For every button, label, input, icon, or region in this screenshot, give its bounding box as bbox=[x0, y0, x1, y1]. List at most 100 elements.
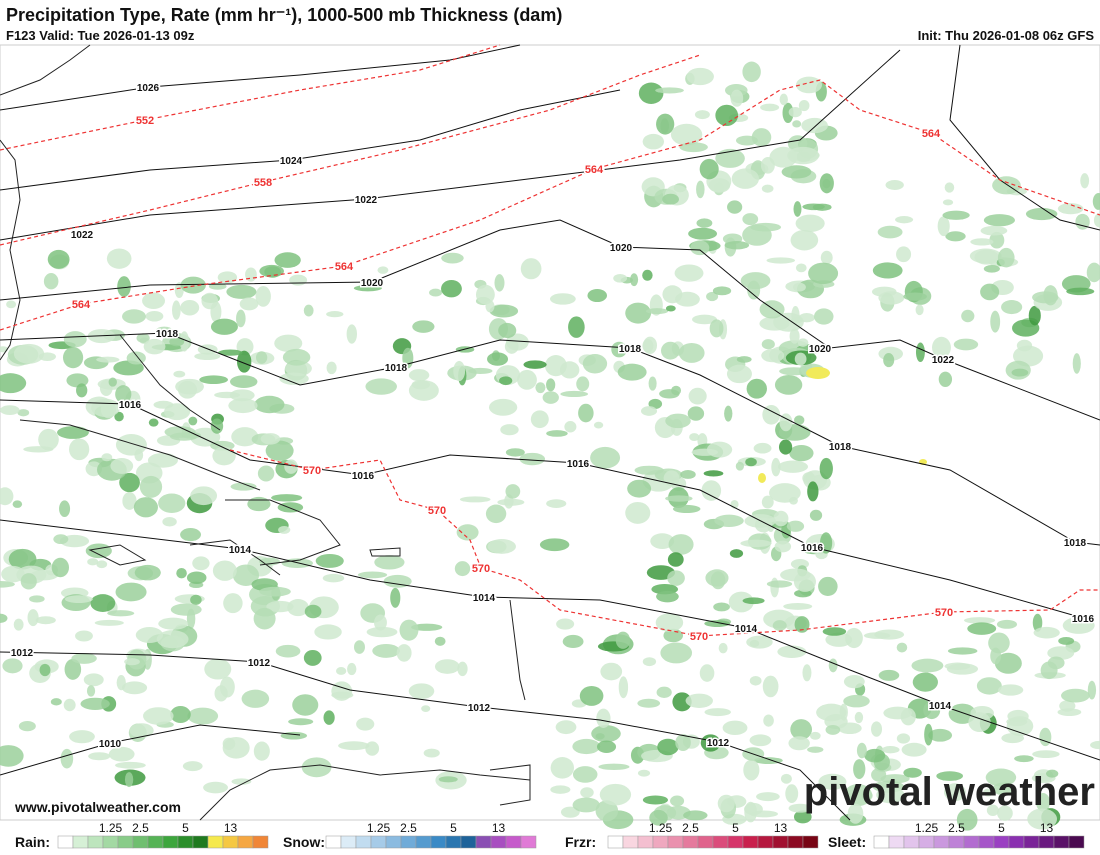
precip-cell bbox=[468, 367, 493, 375]
precip-cell bbox=[245, 267, 257, 282]
precip-cell bbox=[122, 309, 146, 324]
precip-cell bbox=[618, 676, 629, 699]
precip-cell bbox=[816, 703, 847, 722]
isobar-label: 1026 bbox=[137, 83, 160, 94]
precip-cell bbox=[667, 552, 684, 567]
precip-cell bbox=[456, 524, 479, 541]
precip-cell bbox=[0, 745, 24, 767]
precip-cell bbox=[937, 216, 950, 237]
precip-cell bbox=[560, 806, 580, 818]
isobar-label: 1022 bbox=[71, 230, 94, 241]
valid-time: F123 Valid: Tue 2026-01-13 09z bbox=[6, 28, 195, 43]
precip-cell bbox=[672, 504, 701, 514]
precip-cell bbox=[590, 446, 621, 469]
precip-cell bbox=[1016, 339, 1033, 352]
precip-cell bbox=[139, 475, 163, 498]
precip-cell bbox=[116, 674, 126, 691]
precip-cell bbox=[274, 252, 301, 268]
precip-cell bbox=[640, 406, 658, 416]
precip-cell bbox=[38, 428, 59, 451]
precip-cell bbox=[986, 804, 999, 817]
precip-cell bbox=[237, 350, 252, 373]
isobar-label: 1014 bbox=[735, 624, 758, 635]
precip-cell bbox=[1001, 300, 1023, 315]
precip-cell bbox=[133, 497, 158, 518]
precip-cell bbox=[0, 580, 15, 588]
precip-cell bbox=[80, 697, 110, 710]
precip-cell bbox=[596, 740, 617, 753]
precip-cell bbox=[115, 385, 132, 404]
precip-cell bbox=[820, 250, 833, 265]
precip-cell bbox=[1027, 808, 1058, 830]
legend-swatch bbox=[1023, 835, 1040, 849]
precip-cell bbox=[766, 257, 796, 264]
legend-tick-label: 5 bbox=[998, 821, 1005, 835]
precip-cell bbox=[357, 571, 388, 579]
precip-cell bbox=[932, 336, 951, 359]
precip-cell bbox=[147, 452, 178, 468]
precip-cell bbox=[731, 168, 760, 189]
isobar-label: 1012 bbox=[707, 738, 730, 749]
precip-cell bbox=[675, 291, 700, 307]
precip-cell bbox=[396, 644, 412, 662]
precip-cell bbox=[239, 297, 259, 311]
precip-cell bbox=[727, 200, 743, 214]
precip-cell bbox=[703, 470, 724, 477]
legend-swatch bbox=[1053, 835, 1070, 849]
precip-cell bbox=[779, 413, 793, 432]
precip-cell bbox=[680, 470, 696, 479]
precip-cell bbox=[625, 501, 651, 524]
precip-cell bbox=[278, 526, 291, 534]
precip-cell bbox=[685, 693, 713, 708]
precip-cell bbox=[257, 465, 275, 482]
precip-cell bbox=[143, 338, 166, 355]
precip-cell bbox=[506, 333, 529, 351]
legend-swatch bbox=[772, 835, 789, 849]
precip-cell bbox=[796, 76, 823, 94]
legend-swatch bbox=[978, 835, 995, 849]
isobar-label: 1016 bbox=[567, 459, 590, 470]
legend-tick-label: 5 bbox=[450, 821, 457, 835]
precip-cell bbox=[903, 292, 927, 301]
precip-cell bbox=[992, 176, 1021, 195]
isobar bbox=[0, 724, 301, 776]
precip-cell bbox=[772, 620, 787, 631]
precip-cell bbox=[572, 738, 601, 755]
precip-cell bbox=[691, 448, 719, 456]
precip-cell bbox=[190, 594, 202, 605]
precip-cell bbox=[170, 706, 191, 724]
thickness-label: 564 bbox=[335, 261, 354, 273]
precip-cell bbox=[701, 480, 722, 501]
precip-cell bbox=[818, 576, 838, 597]
precip-cell bbox=[1011, 368, 1029, 377]
precip-cell bbox=[587, 288, 608, 303]
precip-cell bbox=[64, 595, 93, 604]
precip-cell bbox=[788, 736, 810, 751]
precip-cell bbox=[761, 184, 774, 193]
precip-cell bbox=[255, 351, 268, 364]
precip-cell bbox=[974, 249, 999, 265]
precip-cell bbox=[777, 460, 809, 473]
precip-cell bbox=[494, 274, 505, 292]
coast bbox=[119, 334, 526, 701]
precip-cell bbox=[83, 673, 104, 687]
thickness-label: 570 bbox=[935, 607, 953, 619]
precip-cell bbox=[953, 338, 979, 351]
precip-cell bbox=[988, 632, 1010, 654]
precip-cell bbox=[794, 415, 805, 425]
precip-cell bbox=[812, 203, 832, 211]
precip-cell bbox=[136, 333, 150, 343]
precip-cell bbox=[1036, 792, 1051, 812]
precip-cell bbox=[247, 496, 271, 512]
legend-swatch bbox=[712, 835, 729, 849]
precip-cell bbox=[665, 413, 691, 429]
precip-cell bbox=[883, 706, 912, 720]
precip-cell bbox=[982, 788, 994, 797]
precip-cell bbox=[301, 757, 332, 778]
isobar-label: 1018 bbox=[156, 329, 179, 340]
legend-swatch bbox=[370, 835, 387, 849]
legend-swatch bbox=[400, 835, 417, 849]
precip-cell bbox=[457, 661, 468, 677]
precip-cell bbox=[96, 356, 120, 363]
precip-cell bbox=[487, 539, 516, 554]
